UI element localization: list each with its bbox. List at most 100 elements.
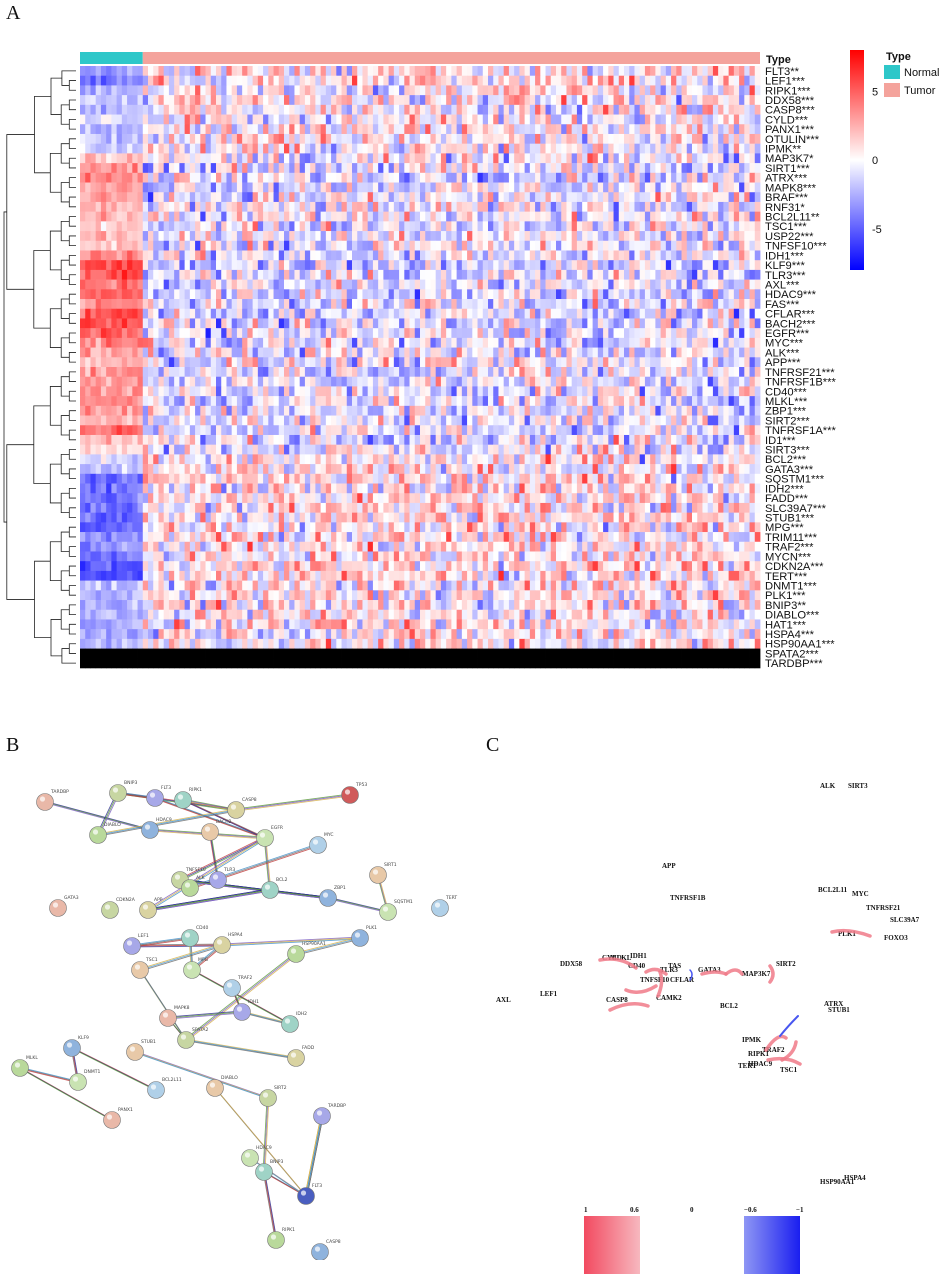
heatmap-cell: [707, 182, 714, 193]
heatmap-cell: [236, 376, 243, 387]
heatmap-cell: [184, 425, 191, 436]
heatmap-cell: [362, 143, 369, 154]
heatmap-cell: [524, 75, 531, 86]
heatmap-cell: [529, 299, 536, 310]
heatmap-cell: [435, 75, 442, 86]
heatmap-cell: [472, 425, 478, 436]
heatmap-cell: [268, 415, 274, 426]
heatmap-cell: [618, 182, 625, 193]
heatmap-cell: [435, 201, 442, 212]
heatmap-cell: [503, 260, 510, 271]
heatmap-cell: [671, 133, 677, 144]
heatmap-cell: [529, 66, 536, 77]
heatmap-cell: [561, 386, 567, 397]
heatmap-cell: [514, 172, 520, 183]
heatmap-cell: [430, 85, 437, 96]
heatmap-cell: [608, 376, 614, 387]
heatmap-cell: [325, 153, 332, 164]
heatmap-cell: [372, 386, 379, 397]
heatmap-cell: [378, 153, 384, 164]
heatmap-cell: [524, 405, 531, 416]
heatmap-cell: [383, 201, 390, 212]
heatmap-cell: [320, 192, 327, 203]
heatmap-cell: [425, 75, 431, 86]
heatmap-cell: [488, 269, 494, 280]
heatmap-cell: [671, 376, 677, 387]
heatmap-cell: [336, 114, 342, 125]
heatmap-cell: [508, 231, 515, 242]
heatmap-cell: [127, 328, 133, 339]
heatmap-cell: [754, 415, 761, 426]
heatmap-cell: [142, 386, 149, 397]
heatmap-cell: [718, 425, 724, 436]
heatmap-cell: [127, 386, 133, 397]
heatmap-cell: [707, 95, 714, 106]
heatmap-cell: [153, 95, 159, 106]
heatmap-cell: [519, 192, 526, 203]
heatmap-cell: [733, 299, 740, 310]
heatmap-cell: [409, 405, 416, 416]
heatmap-cell: [566, 260, 573, 271]
heatmap-cell: [702, 328, 709, 339]
heatmap-cell: [200, 376, 206, 387]
heatmap-cell: [446, 163, 452, 174]
heatmap-cell: [236, 133, 243, 144]
heatmap-cell: [409, 192, 416, 203]
heatmap-cell: [399, 95, 405, 106]
heatmap-cell: [566, 143, 573, 154]
heatmap-cell: [100, 260, 107, 271]
heatmap-cell: [665, 279, 672, 290]
heatmap-cell: [153, 221, 159, 232]
heatmap-cell: [205, 367, 212, 378]
heatmap-cell: [205, 231, 212, 242]
heatmap-cell: [132, 221, 138, 232]
heatmap-cell: [111, 386, 118, 397]
heatmap-cell: [702, 376, 709, 387]
heatmap-cell: [566, 211, 573, 222]
heatmap-cell: [644, 143, 651, 154]
heatmap-cell: [158, 240, 165, 251]
heatmap-cell: [383, 172, 390, 183]
heatmap-cell: [179, 318, 186, 329]
heatmap-cell: [174, 211, 180, 222]
heatmap-cell: [571, 104, 578, 115]
heatmap-cell: [582, 153, 588, 164]
heatmap-cell: [299, 289, 306, 300]
heatmap-cell: [163, 396, 170, 407]
heatmap-cell: [236, 153, 243, 164]
heatmap-cell: [482, 279, 489, 290]
heatmap-cell: [420, 143, 426, 154]
heatmap-cell: [132, 308, 138, 319]
heatmap-cell: [571, 318, 578, 329]
heatmap-cell: [367, 231, 374, 242]
heatmap-cell: [414, 279, 421, 290]
heatmap-cell: [650, 425, 656, 436]
heatmap-cell: [242, 114, 248, 125]
heatmap-cell: [221, 172, 227, 183]
heatmap-cell: [304, 308, 311, 319]
heatmap-cell: [388, 308, 395, 319]
heatmap-cell: [639, 153, 646, 164]
heatmap-cell: [106, 124, 112, 135]
heatmap-cell: [744, 211, 750, 222]
heatmap-cell: [299, 299, 306, 310]
heatmap-cell: [597, 95, 604, 106]
heatmap-cell: [289, 269, 295, 280]
heatmap-cell: [263, 192, 269, 203]
heatmap-cell: [331, 405, 337, 416]
heatmap-cell: [482, 347, 489, 358]
heatmap-cell: [603, 231, 609, 242]
heatmap-cell: [597, 357, 604, 368]
heatmap-cell: [566, 172, 573, 183]
heatmap-cell: [367, 211, 374, 222]
heatmap-cell: [95, 163, 102, 174]
heatmap-cell: [566, 415, 573, 426]
heatmap-cell: [561, 250, 567, 261]
heatmap-cell: [148, 95, 154, 106]
heatmap-cell: [676, 143, 682, 154]
heatmap-cell: [95, 66, 102, 77]
heatmap-cell: [613, 405, 620, 416]
heatmap-cell: [644, 95, 651, 106]
heatmap-cell: [697, 104, 703, 115]
heatmap-cell: [655, 153, 662, 164]
